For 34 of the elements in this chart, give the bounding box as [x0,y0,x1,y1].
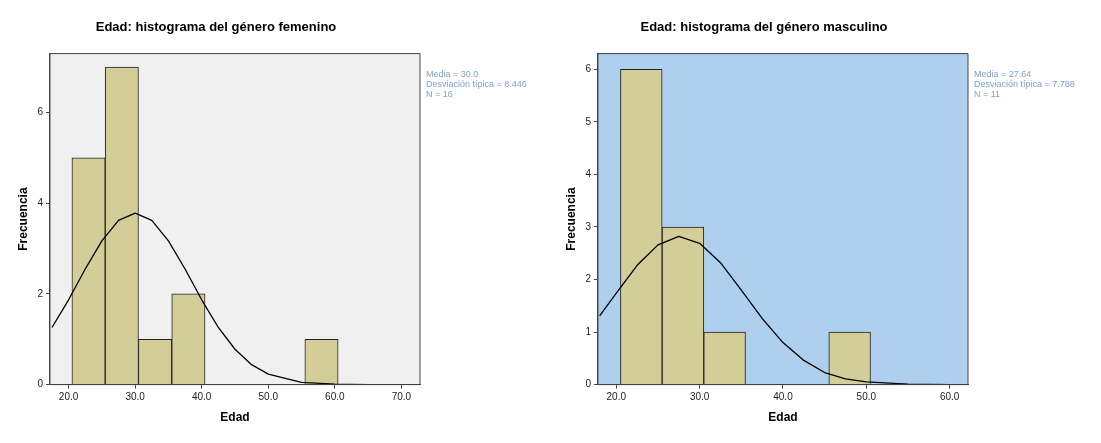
text: N = 16 [426,88,453,99]
y-tick-label: 5 [585,115,592,127]
x-tick-label: 30.0 [689,391,710,403]
y-tick-label: 3 [585,220,592,232]
y-tick-label: 1 [585,325,592,337]
y-tick-label: 6 [585,63,592,75]
text: Media = 27.64 [974,68,1032,79]
x-tick-label: 30.0 [125,391,146,403]
x-axis-title: Edad [768,410,798,425]
x-tick-label: 20.0 [58,391,79,403]
text: Desviación típica = 7.788 [974,78,1075,89]
x-tick-label: 70.0 [391,391,412,403]
y-tick-label: 0 [585,378,592,390]
text: Desviación típica = 8.446 [426,78,527,89]
y-axis-title: Frecuencia [15,187,30,251]
y-tick-label: 2 [37,287,44,299]
y-tick-label: 4 [585,168,592,180]
text: Media = 30.0 [426,68,479,79]
x-tick-label: 60.0 [939,391,960,403]
y-tick-label: 0 [37,378,44,390]
y-tick-label: 4 [37,196,44,208]
y-axis-title: Frecuencia [563,187,578,251]
x-tick-label: 60.0 [325,391,345,403]
x-tick-label: 40.0 [773,391,794,403]
x-tick-label: 20.0 [606,391,627,403]
chart-title: Edad: histograma del género masculino [640,19,888,35]
x-tick-label: 50.0 [856,391,877,403]
chart-title: Edad: histograma del género femenino [95,19,337,35]
y-tick-label: 2 [585,273,592,285]
text: N = 11 [974,88,1001,99]
x-tick-label: 50.0 [258,391,279,403]
x-axis-title: Edad [220,410,250,425]
x-tick-label: 40.0 [191,391,212,403]
y-tick-label: 6 [37,106,44,118]
